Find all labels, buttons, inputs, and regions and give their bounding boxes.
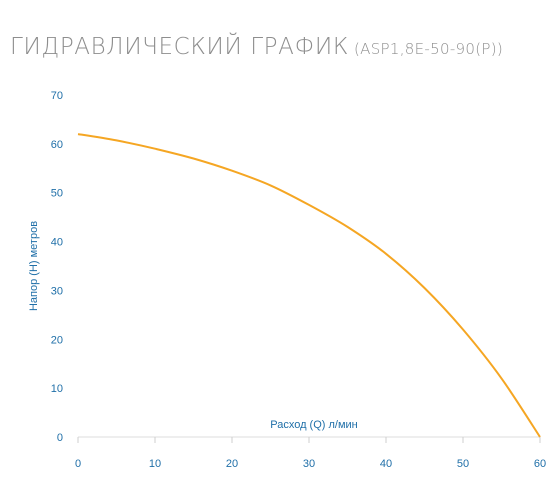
y-tick-label: 30 (51, 285, 63, 297)
x-tick-label: 10 (149, 458, 161, 470)
x-tick-label: 20 (226, 458, 238, 470)
y-tick-label: 60 (51, 139, 63, 151)
y-tick-label: 40 (51, 237, 63, 249)
x-tick-label: 0 (75, 458, 81, 470)
x-tick-label: 50 (457, 458, 469, 470)
chart-title-main: ГИДРАВЛИЧЕСКИЙ ГРАФИК (10, 34, 349, 60)
y-axis: 0 10 20 30 40 50 60 70 (51, 90, 63, 444)
y-axis-label: Напор (H) метров (28, 221, 40, 311)
series-group (77, 133, 541, 438)
y-tick-label: 70 (51, 90, 63, 102)
x-tick-label: 60 (534, 458, 546, 470)
y-tick-label: 50 (51, 188, 63, 200)
x-axis-label: Расход (Q) л/мин (270, 419, 358, 431)
y-tick-label: 20 (51, 334, 63, 346)
x-tick-label: 40 (380, 458, 392, 470)
x-tick-label: 30 (303, 458, 315, 470)
x-axis: 0 10 20 30 40 50 60 (75, 436, 546, 470)
chart-title: ГИДРАВЛИЧЕСКИЙ ГРАФИК (ASP1,8E-50-90(P)) (10, 34, 503, 60)
y-tick-label: 10 (51, 383, 63, 395)
y-tick-label: 0 (57, 432, 63, 444)
series-line (77, 133, 541, 438)
chart-title-model: (ASP1,8E-50-90(P)) (354, 40, 504, 58)
